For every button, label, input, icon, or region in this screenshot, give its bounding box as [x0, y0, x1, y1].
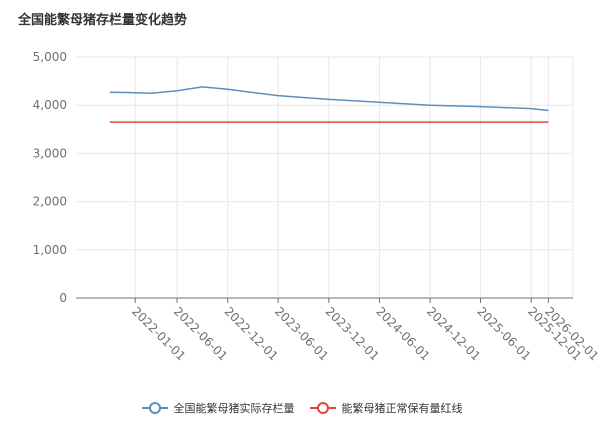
legend-symbol-icon	[141, 402, 168, 414]
y-tick-label: 5,000	[33, 50, 67, 64]
legend-symbol-icon	[309, 402, 336, 414]
legend: 全国能繁母猪实际存栏量 能繁母猪正常保有量红线	[0, 400, 603, 416]
legend-item-2[interactable]: 能繁母猪正常保有量红线	[309, 400, 463, 416]
y-tick-label: 2,000	[33, 195, 67, 209]
y-tick-label: 4,000	[33, 98, 67, 112]
legend-label: 能繁母猪正常保有量红线	[341, 402, 463, 415]
axis-layer: 01,0002,0003,0004,0005,0002022-01-012022…	[33, 50, 602, 363]
y-tick-label: 1,000	[33, 243, 67, 257]
legend-label: 全国能繁母猪实际存栏量	[173, 402, 295, 415]
y-tick-label: 3,000	[33, 146, 67, 160]
chart-title: 全国能繁母猪存栏量变化趋势	[18, 13, 188, 28]
y-tick-label: 0	[59, 291, 67, 305]
series-line-1	[109, 86, 549, 112]
grid-layer	[76, 56, 574, 299]
legend-item-1[interactable]: 全国能繁母猪实际存栏量	[141, 400, 295, 416]
series-layer	[109, 86, 549, 123]
